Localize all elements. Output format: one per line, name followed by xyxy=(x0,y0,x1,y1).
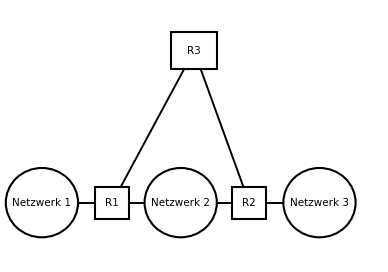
Ellipse shape xyxy=(283,168,355,237)
Text: Netzwerk 3: Netzwerk 3 xyxy=(290,198,349,208)
Text: Netzwerk 1: Netzwerk 1 xyxy=(12,198,71,208)
FancyBboxPatch shape xyxy=(232,187,266,219)
Text: Netzwerk 2: Netzwerk 2 xyxy=(151,198,210,208)
FancyBboxPatch shape xyxy=(171,32,217,69)
Text: R1: R1 xyxy=(106,198,119,208)
Text: R2: R2 xyxy=(242,198,256,208)
FancyBboxPatch shape xyxy=(95,187,129,219)
Ellipse shape xyxy=(6,168,78,237)
Ellipse shape xyxy=(145,168,217,237)
Text: R3: R3 xyxy=(187,46,201,56)
